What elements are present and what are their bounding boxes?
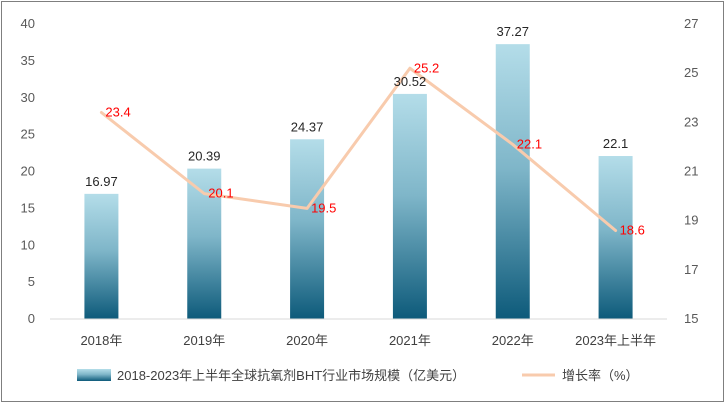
chart-svg: 16.97 20.39 24.37 30.52 37.27 22.1 23.4 20.1 19.… [2, 2, 723, 401]
x-tick-label: 2022年 [492, 333, 534, 348]
y-right-tick-label: 15 [684, 311, 698, 326]
y-right-tick-label: 27 [684, 16, 698, 31]
y-right-tick-label: 25 [684, 65, 698, 80]
x-tick-label: 2019年 [183, 333, 225, 348]
legend-bar-label: 2018-2023年上半年全球抗氧剂BHT行业市场规模（亿美元） [117, 368, 465, 383]
bar-value-label: 24.37 [291, 119, 324, 134]
rate-value-label: 20.1 [208, 186, 233, 201]
bar-value-label: 20.39 [188, 149, 221, 164]
y-left-tick-label: 35 [21, 53, 35, 68]
bar-value-label: 22.1 [603, 136, 628, 151]
rate-value-label: 19.5 [311, 200, 336, 215]
bar-value-label: 30.52 [394, 74, 427, 89]
bar [84, 194, 118, 319]
x-tick-label: 2021年 [389, 333, 431, 348]
x-tick-label: 2020年 [286, 333, 328, 348]
y-left-tick-label: 20 [21, 164, 35, 179]
legend-line-label: 增长率（%） [562, 368, 639, 383]
y-left-tick-label: 0 [28, 311, 35, 326]
bar [599, 156, 633, 319]
y-right-tick-label: 23 [684, 114, 698, 129]
y-right-tick-label: 21 [684, 164, 698, 179]
bar [290, 139, 324, 319]
bar-value-label: 16.97 [85, 174, 118, 189]
y-left-tick-label: 30 [21, 90, 35, 105]
y-left-tick-label: 40 [21, 16, 35, 31]
rate-value-label: 23.4 [105, 105, 130, 120]
rate-value-label: 18.6 [620, 223, 645, 238]
y-left-tick-label: 10 [21, 237, 35, 252]
legend-bar-swatch [77, 369, 111, 381]
rate-value-label: 22.1 [517, 136, 542, 151]
bar [496, 44, 530, 319]
x-tick-label: 2018年 [80, 333, 122, 348]
x-tick-label: 2023年上半年 [575, 333, 656, 348]
y-left-tick-label: 15 [21, 200, 35, 215]
y-left-tick-label: 5 [28, 274, 35, 289]
bar [393, 94, 427, 319]
y-right-tick-label: 17 [684, 262, 698, 277]
bar-value-label: 37.27 [496, 24, 529, 39]
y-right-tick-label: 19 [684, 213, 698, 228]
y-left-tick-label: 25 [21, 127, 35, 142]
rate-value-label: 25.2 [414, 60, 439, 75]
